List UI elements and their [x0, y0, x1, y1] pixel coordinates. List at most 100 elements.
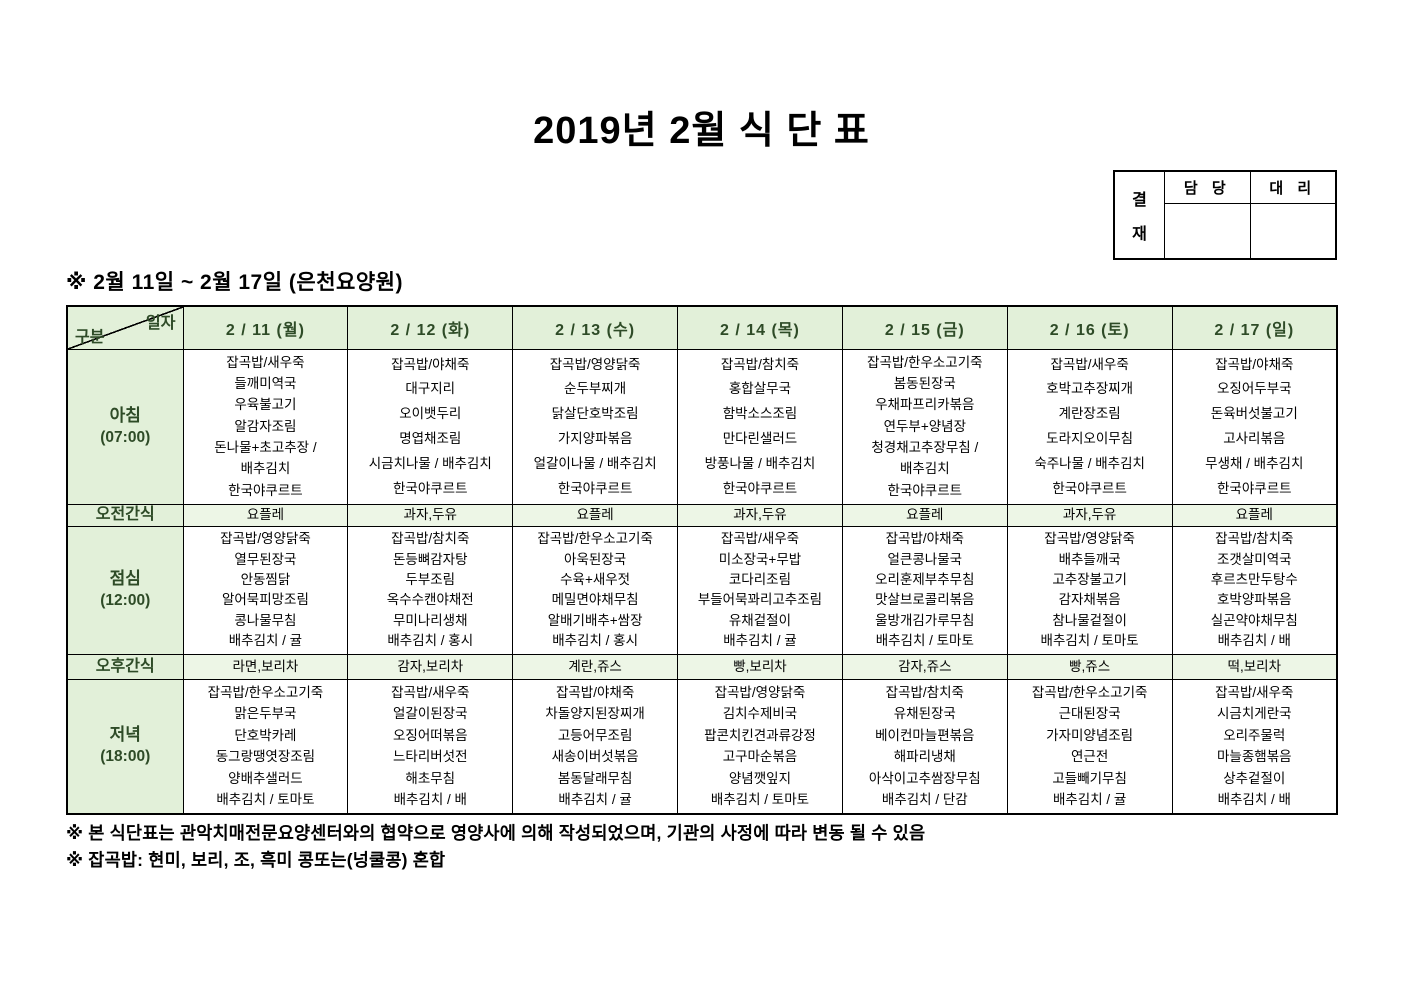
- menu-item: 부들어묵꽈리고추조림: [697, 592, 823, 608]
- menu-item: 배추김치 / 배: [1217, 792, 1291, 808]
- menu-cell: 잡곡밥/한우소고기죽 근대된장국 가자미양념조림 연근전 고들빼기무침 배추김치 / 귤: [1006, 678, 1173, 815]
- menu-cell: 잡곡밥/야채죽 오징어두부국 돈육버섯불고기 고사리볶음 무생채 / 배추김치 한국야쿠르…: [1171, 348, 1338, 505]
- menu-item: 배추김치 / 토마토: [710, 792, 810, 808]
- menu-cell: 잡곡밥/영양닭죽 열무된장국 안동찜닭 알어묵피망조림 콩나물무침 배추김치 / 귤: [182, 525, 349, 655]
- menu-item: 잡곡밥/야채죽: [885, 531, 964, 547]
- menu-item: 오이뱃두리: [399, 406, 462, 422]
- menu-item: 메밀면야채무침: [551, 592, 639, 608]
- menu-item: 느타리버섯전: [393, 749, 468, 765]
- snack-cell: 요플레: [1171, 503, 1338, 527]
- menu-cell: 잡곡밥/영양닭죽 김치수제비국 팝콘치킨견과류강정 고구마순볶음 양념깻잎지 배추김치 /…: [677, 678, 843, 815]
- menu-item: 잡곡밥/한우소고기죽: [1031, 684, 1148, 700]
- approval-stamp-char: 결: [1132, 192, 1147, 209]
- menu-item: 무생채 / 배추김치: [1205, 455, 1304, 471]
- menu-item: 한국야쿠르트: [228, 482, 303, 498]
- menu-item: 숙주나물 / 배추김치: [1034, 455, 1145, 471]
- menu-item: 들깨미역국: [234, 376, 297, 392]
- snack-cell: 빵,쥬스: [1006, 653, 1173, 680]
- snack-cell: 요플레: [512, 503, 679, 527]
- approval-box: 결 재 담 당 대 리: [1113, 170, 1337, 260]
- menu-item: 콩나물무침: [234, 612, 297, 628]
- approval-signature-cell: [1165, 204, 1251, 258]
- menu-item: 연근전: [1071, 749, 1109, 765]
- approval-col-daeri: 대 리: [1269, 180, 1317, 197]
- menu-item: 팝콘치킨견과류강정: [704, 727, 816, 743]
- menu-item: 배추김치 / 토마토: [216, 792, 315, 808]
- menu-item: 방풍나물 / 배추김치: [704, 455, 816, 471]
- week-range-label: ※ 2월 11일 ~ 2월 17일 (은천요양원): [66, 271, 403, 294]
- menu-item: 실곤약야채무침: [1210, 612, 1298, 628]
- approval-signature-cell: [1251, 204, 1336, 258]
- menu-item: 도라지오이무침: [1046, 431, 1134, 447]
- menu-item: 고등어무조림: [557, 727, 633, 743]
- menu-item: 돈나물+초고추장 /: [214, 440, 317, 456]
- menu-item: 배추김치: [899, 461, 950, 477]
- menu-item: 잡곡밥/한우소고기죽: [537, 531, 653, 547]
- menu-item: 양념깻잎지: [728, 770, 791, 786]
- column-header-day-4: 2 / 14 (목): [677, 305, 843, 350]
- menu-item: 새송이버섯볶음: [551, 749, 639, 765]
- menu-item: 배추김치 / 토마토: [875, 633, 974, 649]
- menu-item: 고구마순볶음: [722, 749, 798, 765]
- menu-item: 잡곡밥/참치죽: [720, 356, 800, 372]
- menu-item: 우채파프리카볶음: [875, 397, 975, 413]
- column-header-day-3: 2 / 13 (수): [512, 305, 679, 350]
- menu-cell: 잡곡밥/한우소고기죽 아욱된장국 수육+새우젓 메밀면야채무침 알배기배추+쌈장 배추김치…: [512, 525, 679, 655]
- menu-item: 배추김치 / 귤: [558, 792, 632, 808]
- snack-cell: 감자,쥬스: [841, 653, 1008, 680]
- menu-item: 잡곡밥/참치죽: [391, 531, 470, 547]
- menu-item: 잡곡밥/새우죽: [391, 684, 470, 700]
- menu-item: 돈육버섯불고기: [1210, 406, 1298, 422]
- menu-item: 마늘종햄볶음: [1217, 749, 1292, 765]
- menu-cell: 잡곡밥/야채죽 얼큰콩나물국 오리훈제부추무침 맛살브로콜리볶음 울방개김가루무침 배추김…: [841, 525, 1008, 655]
- menu-item: 근대된장국: [1058, 706, 1121, 722]
- menu-item: 잡곡밥/영양닭죽: [220, 531, 311, 547]
- menu-item: 배추김치 / 홍시: [552, 633, 638, 649]
- menu-item: 참나물겉절이: [1052, 612, 1127, 628]
- menu-cell: 잡곡밥/참치죽 홍합살무국 함박소스조림 만다린샐러드 방풍나물 / 배추김치 한국야쿠르…: [677, 348, 843, 505]
- menu-item: 만다린샐러드: [722, 431, 798, 447]
- row-label-lunch: 점심 (12:00): [66, 525, 184, 655]
- menu-cell: 잡곡밥/참치죽 돈등뼈감자탕 두부조림 옥수수캔야채전 무미나리생채 배추김치 / 홍시: [347, 525, 514, 655]
- menu-cell: 잡곡밥/새우죽 얼갈이된장국 오징어떠볶음 느타리버섯전 해초무침 배추김치 / 배: [347, 678, 514, 815]
- column-header-day-2: 2 / 12 (화): [347, 305, 514, 350]
- menu-item: 옥수수캔야채전: [386, 592, 474, 608]
- menu-item: 가자미양념조림: [1046, 727, 1134, 743]
- menu-item: 울방개김가루무침: [875, 612, 975, 628]
- corner-cell: 일자 구분: [66, 305, 184, 350]
- menu-item: 잡곡밥/새우죽: [720, 531, 800, 547]
- menu-item: 고사리볶음: [1223, 431, 1286, 447]
- menu-item: 아삭이고추쌈장무침: [868, 770, 981, 786]
- menu-item: 배추김치 / 귤: [723, 633, 797, 649]
- row-afternoon-snack: 오후간식 라면,보리차 감자,보리차 계란,쥬스 빵,보리차 감자,쥬스 빵,쥬스 떡,보리차: [66, 653, 1338, 680]
- menu-item: 오징어두부국: [1217, 381, 1292, 397]
- menu-item: 한국야쿠르트: [722, 480, 798, 496]
- menu-item: 배추김치 / 귤: [228, 633, 303, 649]
- menu-item: 한국야쿠르트: [887, 482, 963, 498]
- menu-item: 감자채볶음: [1058, 592, 1121, 608]
- menu-item: 호박고추장찌개: [1046, 381, 1134, 397]
- menu-item: 후르츠만두탕수: [1210, 572, 1298, 588]
- menu-item: 한국야쿠르트: [393, 480, 468, 496]
- approval-grid: 담 당 대 리: [1165, 172, 1335, 258]
- menu-item: 배추김치 / 단감: [881, 792, 968, 808]
- menu-cell: 잡곡밥/참치죽 조갯살미역국 후르츠만두탕수 호박양파볶음 실곤약야채무침 배추김치 / …: [1171, 525, 1338, 655]
- menu-item: 배추김치 / 홍시: [387, 633, 474, 649]
- menu-cell: 잡곡밥/새우죽 호박고추장찌개 계란장조림 도라지오이무침 숙주나물 / 배추김치 한국야…: [1006, 348, 1173, 505]
- menu-item: 닭살단호박조림: [551, 406, 639, 422]
- menu-cell: 잡곡밥/야채죽 대구지리 오이뱃두리 명엽채조림 시금치나물 / 배추김치 한국야쿠르트: [347, 348, 514, 505]
- column-header-day-7: 2 / 17 (일): [1171, 305, 1338, 350]
- menu-item: 명엽채조림: [399, 431, 462, 447]
- menu-item: 고들빼기무침: [1052, 770, 1127, 786]
- menu-item: 해파리냉채: [893, 749, 956, 765]
- menu-item: 청경채고추장무침 /: [871, 440, 979, 456]
- menu-item: 단호박카레: [234, 727, 297, 743]
- menu-item: 알배기배추+쌈장: [547, 612, 643, 628]
- menu-item: 배추김치 / 배: [393, 792, 467, 808]
- menu-cell: 잡곡밥/한우소고기죽 맑은두부국 단호박카레 동그랑땡엿장조림 양배추샐러드 배추김치 /…: [182, 678, 349, 815]
- menu-item: 유채겉절이: [728, 612, 791, 628]
- menu-item: 배추김치 / 토마토: [1040, 633, 1139, 649]
- menu-cell: 잡곡밥/야채죽 차돌양지된장찌개 고등어무조림 새송이버섯볶음 봄동달래무침 배추김치 /…: [512, 678, 679, 815]
- menu-cell: 잡곡밥/새우죽 미소장국+무밥 코다리조림 부들어묵꽈리고추조림 유채겉절이 배추김치 /…: [677, 525, 843, 655]
